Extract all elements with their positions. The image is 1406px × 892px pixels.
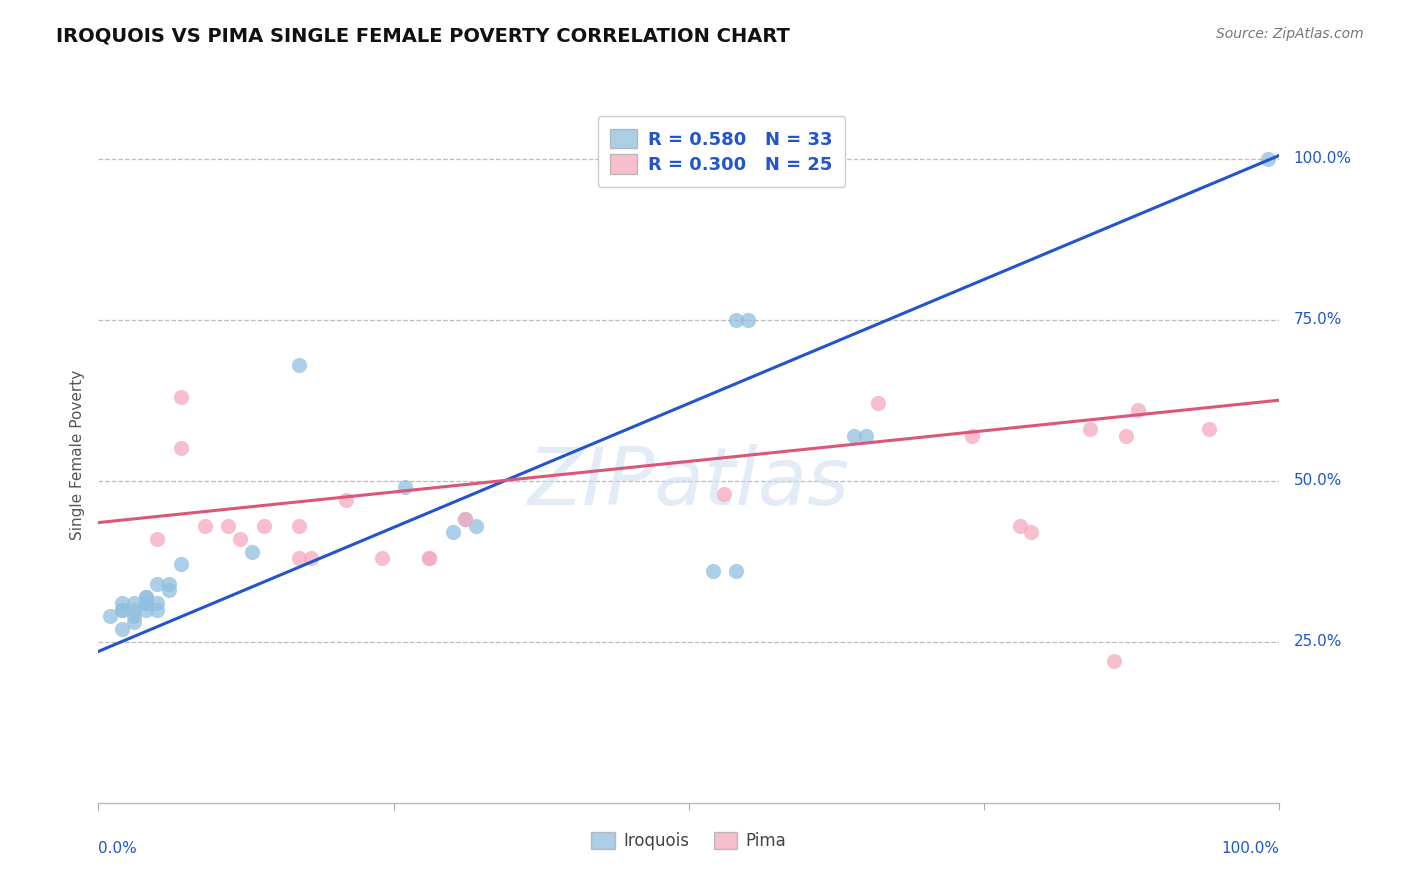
Point (146, 602, 169, 616)
Point (962, 428, 984, 442)
Point (1008, 518, 1031, 533)
Point (135, 596, 157, 610)
Point (844, 428, 866, 442)
Point (170, 390, 193, 404)
Point (122, 609, 145, 624)
Point (122, 602, 145, 616)
Point (135, 590, 157, 604)
Point (157, 576, 180, 591)
Point (194, 518, 217, 533)
Text: 100.0%: 100.0% (1222, 841, 1279, 856)
Y-axis label: Single Female Poverty: Single Female Poverty (69, 370, 84, 540)
Point (702, 564, 724, 578)
Point (1257, 152, 1279, 166)
Point (441, 525, 464, 540)
Point (866, 396, 889, 410)
Point (855, 428, 877, 442)
Point (418, 551, 440, 566)
Point (418, 551, 440, 566)
Point (170, 558, 193, 572)
Point (135, 596, 157, 610)
Point (288, 358, 311, 372)
Point (146, 576, 169, 591)
Point (725, 312, 748, 326)
Point (288, 518, 311, 533)
Point (217, 518, 239, 533)
Point (157, 583, 180, 598)
Point (122, 615, 145, 630)
Point (453, 512, 475, 526)
Text: 75.0%: 75.0% (1294, 312, 1341, 327)
Point (1115, 428, 1137, 442)
Point (170, 442, 193, 456)
Point (135, 602, 157, 616)
Point (1198, 422, 1220, 436)
Point (394, 480, 416, 494)
Point (725, 564, 748, 578)
Point (240, 544, 263, 558)
Point (737, 312, 759, 326)
Text: 0.0%: 0.0% (98, 841, 138, 856)
Point (98, 609, 121, 624)
Legend: Iroquois, Pima: Iroquois, Pima (585, 826, 793, 857)
Point (453, 512, 475, 526)
Text: 25.0%: 25.0% (1294, 634, 1341, 649)
Point (111, 622, 134, 636)
Point (111, 596, 134, 610)
Text: 50.0%: 50.0% (1294, 473, 1341, 488)
Point (371, 551, 394, 566)
Point (146, 596, 169, 610)
Point (299, 551, 322, 566)
Point (1080, 422, 1102, 436)
Point (288, 551, 311, 566)
Point (465, 518, 488, 533)
Point (122, 596, 145, 610)
Point (1126, 402, 1149, 417)
Point (1021, 525, 1043, 540)
Point (111, 602, 134, 616)
Text: ZIPatlas: ZIPatlas (527, 443, 851, 522)
Text: IROQUOIS VS PIMA SINGLE FEMALE POVERTY CORRELATION CHART: IROQUOIS VS PIMA SINGLE FEMALE POVERTY C… (56, 27, 790, 45)
Point (135, 590, 157, 604)
Point (229, 532, 252, 546)
Point (146, 532, 169, 546)
Text: 100.0%: 100.0% (1294, 151, 1351, 166)
Point (335, 493, 357, 508)
Point (1102, 654, 1125, 668)
Point (253, 518, 276, 533)
Point (111, 602, 134, 616)
Point (713, 486, 735, 500)
Text: Source: ZipAtlas.com: Source: ZipAtlas.com (1216, 27, 1364, 41)
